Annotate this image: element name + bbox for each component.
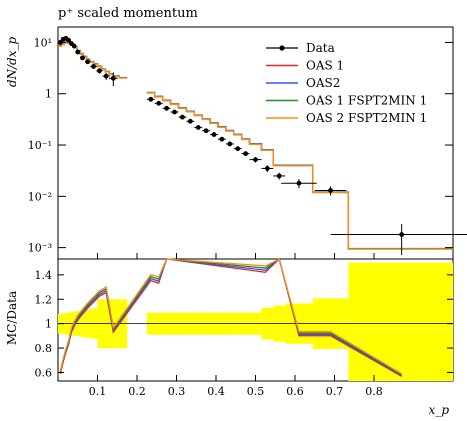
data-point: [399, 232, 405, 237]
series-line-2: [58, 41, 453, 250]
legend-data-marker: [279, 45, 285, 51]
data-point: [156, 100, 162, 106]
y-tick-label-main: 10⁻¹: [28, 139, 52, 152]
y-tick-label-ratio: 0.8: [35, 342, 53, 355]
data-point: [227, 141, 233, 147]
data-point: [253, 157, 258, 162]
data-point: [195, 125, 201, 130]
main-plot-frame: [57, 26, 454, 260]
legend-label-0: OAS 1: [306, 59, 344, 73]
ratio-series-group: [59, 257, 402, 377]
y-axis-label-main: dN/dx_p: [5, 37, 19, 88]
x-tick-label: 0.7: [326, 385, 344, 398]
data-point: [110, 75, 116, 81]
data-point: [187, 118, 193, 124]
y-tick-label-main: 10⁻³: [28, 242, 52, 255]
data-point: [235, 146, 241, 152]
data-point: [103, 73, 109, 79]
data-point: [296, 180, 302, 186]
data-point: [203, 128, 209, 134]
main-series-group: [58, 41, 453, 250]
data-point: [180, 114, 185, 120]
legend-label-1: OAS2: [306, 76, 340, 90]
legend: Data OAS 1 OAS2 OAS 1 FSPT2MIN 1 OAS 2 FSPT2…: [266, 41, 427, 125]
data-point: [75, 49, 81, 55]
data-point: [85, 59, 91, 65]
ratio-uncertainty-band: [58, 262, 453, 381]
y-tick-label-ratio: 0.6: [35, 366, 53, 379]
series-line-0: [58, 41, 453, 250]
legend-label-2: OAS 1 FSPT2MIN 1: [306, 94, 427, 108]
x-tick-label: 0.6: [286, 385, 304, 398]
data-point: [66, 37, 72, 43]
data-point: [328, 188, 333, 193]
series-line-3: [58, 42, 453, 250]
x-tick-label: 0.5: [247, 385, 265, 398]
x-tick-label: 0.3: [168, 385, 186, 398]
series-line-1: [58, 41, 453, 250]
data-point: [91, 64, 96, 69]
y-tick-label-main: 1: [45, 88, 52, 101]
legend-label-data: Data: [306, 41, 335, 55]
uncertainty-band-bin: [348, 262, 453, 381]
main-data-points: [57, 35, 467, 255]
x-tick-label: 0.1: [89, 385, 107, 398]
data-point: [148, 96, 154, 102]
ratio-line-3: [59, 258, 402, 375]
axes-ticks: 0.1 0.2 0.3 0.4 0.5 0.6 0.7 0.8 10¹ 1 10⁻¹ 10⁻² 10⁻³…: [28, 36, 453, 398]
x-tick-label: 0.8: [365, 385, 383, 398]
y-axis-label-ratio: MC/Data: [5, 291, 19, 345]
data-point: [164, 105, 170, 111]
chart-title: p⁺ scaled momentum: [58, 6, 198, 21]
data-point: [264, 166, 270, 171]
y-tick-label-ratio: 1.4: [35, 269, 53, 282]
y-tick-label-main: 10¹: [34, 36, 52, 49]
y-tick-label-ratio: 1: [45, 318, 52, 331]
x-tick-label: 0.4: [207, 385, 225, 398]
y-tick-label-main: 10⁻²: [28, 190, 52, 203]
x-axis-label: x_p: [429, 403, 450, 417]
data-point: [243, 151, 249, 157]
y-tick-label-ratio: 1.2: [35, 293, 53, 306]
data-point: [80, 55, 85, 61]
data-point: [276, 173, 282, 179]
data-point: [219, 136, 225, 142]
data-point: [97, 68, 102, 74]
data-point: [211, 132, 217, 137]
x-tick-label: 0.2: [128, 385, 146, 398]
legend-label-3: OAS 2 FSPT2MIN 1: [306, 111, 427, 125]
data-point: [172, 109, 177, 115]
data-point: [71, 43, 77, 49]
